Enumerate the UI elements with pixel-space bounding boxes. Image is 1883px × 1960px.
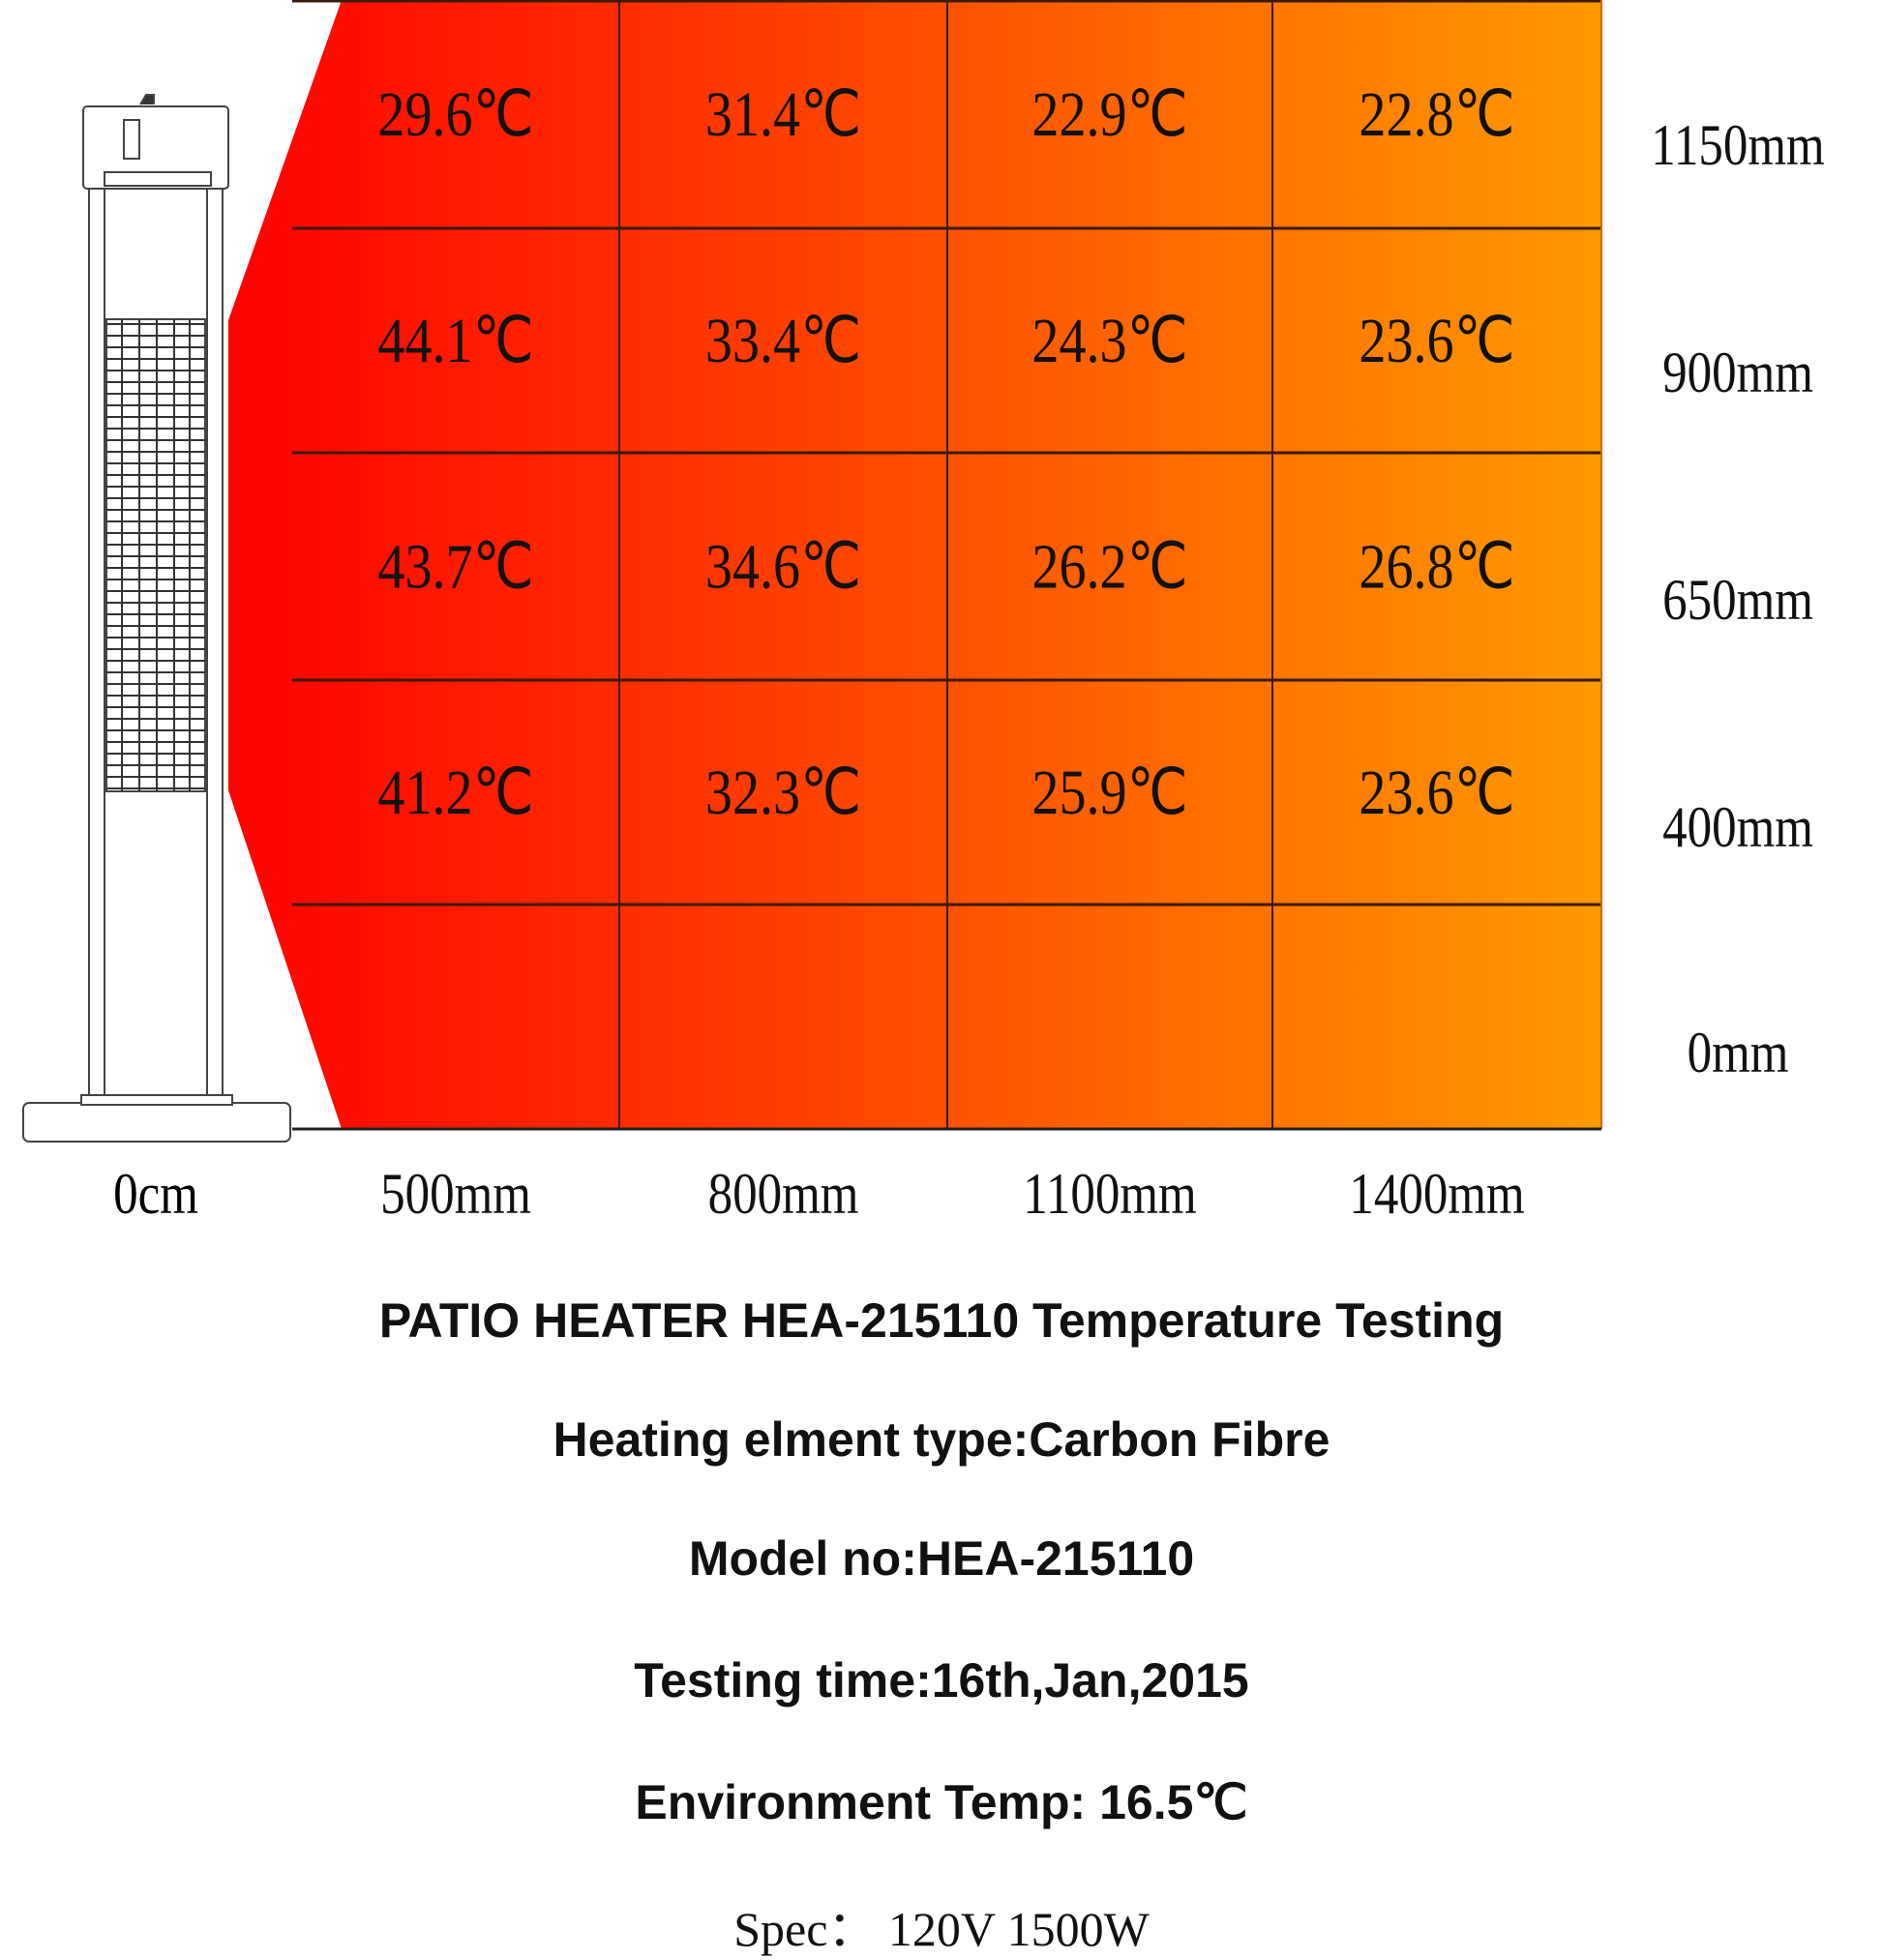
y-tick-label: 900mm — [1662, 341, 1813, 405]
environment-temp: Environment Temp: 16.5℃ — [635, 1775, 1248, 1829]
heater-illustration — [22, 94, 291, 1143]
x-axis-labels: 500mm 800mm 1100mm 1400mm — [380, 1162, 1525, 1227]
heat-zone — [228, 0, 1601, 1129]
x-tick-label: 1100mm — [1023, 1162, 1196, 1227]
y-tick-label: 650mm — [1662, 568, 1813, 633]
y-axis-labels: 1150mm 900mm 650mm 400mm 0mm — [1651, 113, 1824, 1085]
cell-value: 29.6℃ — [377, 79, 533, 150]
element-type: Heating elment type:Carbon Fibre — [553, 1412, 1330, 1467]
cell-value: 24.3℃ — [1031, 306, 1187, 376]
spec: Spec： 120V 1500W — [733, 1902, 1150, 1956]
x-tick-label: 800mm — [708, 1162, 859, 1227]
cell-value: 26.2℃ — [1031, 531, 1187, 602]
cell-value: 26.8℃ — [1359, 531, 1514, 602]
x-tick-label: 1400mm — [1349, 1162, 1524, 1227]
cell-value: 32.3℃ — [705, 757, 861, 828]
cell-value: 25.9℃ — [1031, 757, 1187, 828]
y-tick-label: 1150mm — [1651, 113, 1824, 178]
y-tick-label: 400mm — [1662, 795, 1813, 860]
x-origin-label: 0cm — [113, 1162, 198, 1227]
model-number: Model no:HEA-215110 — [688, 1531, 1195, 1586]
cell-value: 34.6℃ — [705, 531, 861, 602]
testing-time: Testing time:16th,Jan,2015 — [634, 1653, 1249, 1708]
chart-title: PATIO HEATER HEA-215110 Temperature Test… — [378, 1293, 1505, 1348]
cell-value: 41.2℃ — [377, 757, 533, 828]
cell-value: 22.9℃ — [1031, 79, 1187, 150]
cell-value: 44.1℃ — [377, 306, 533, 376]
cell-value: 33.4℃ — [705, 306, 861, 376]
heat-distribution-chart: 29.6℃ 31.4℃ 22.9℃ 22.8℃ 44.1℃ 33.4℃ 24.3℃ 23.6℃… — [22, 0, 1825, 1227]
cell-value: 31.4℃ — [705, 79, 861, 150]
cell-value: 43.7℃ — [377, 531, 533, 602]
cell-labels: 29.6℃ 31.4℃ 22.9℃ 22.8℃ 44.1℃ 33.4℃ 24.3℃ 23.6℃… — [377, 79, 1514, 828]
y-tick-label: 0mm — [1688, 1021, 1789, 1085]
cell-value: 22.8℃ — [1359, 79, 1514, 150]
x-tick-label: 500mm — [380, 1162, 531, 1227]
cell-value: 23.6℃ — [1359, 757, 1514, 828]
cell-value: 23.6℃ — [1359, 306, 1514, 376]
